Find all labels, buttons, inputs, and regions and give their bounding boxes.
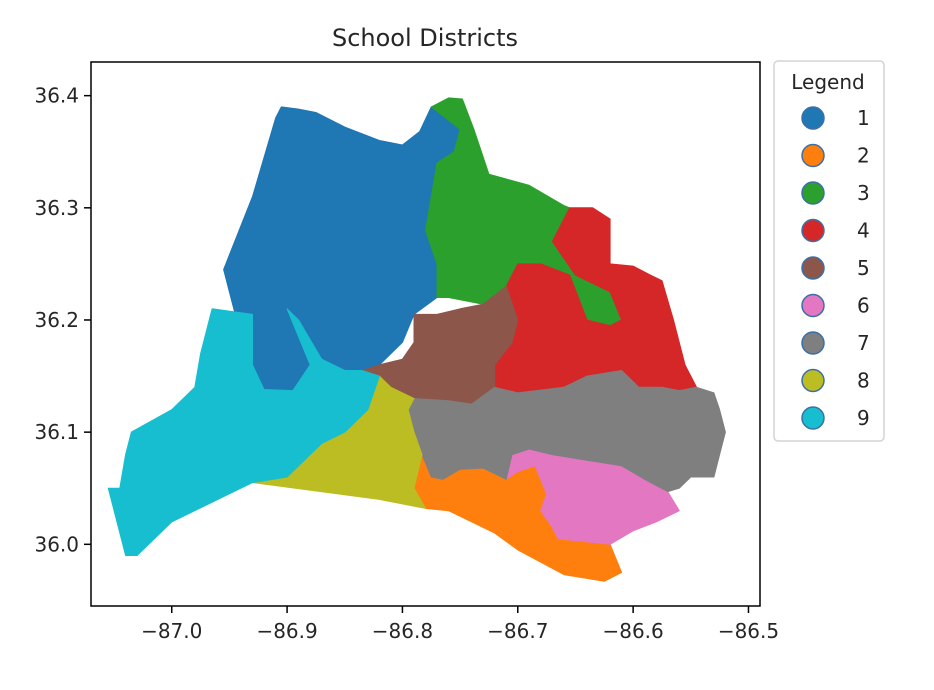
- y-tick-label: 36.0: [34, 532, 79, 556]
- legend-label: 7: [857, 331, 870, 355]
- legend-marker: [801, 331, 825, 355]
- x-tick-label: −86.8: [372, 619, 433, 643]
- x-tick-label: −86.5: [718, 619, 779, 643]
- legend: Legend 1 2 3 4 5 6 7 8 9: [773, 60, 885, 442]
- legend-marker: [801, 106, 825, 130]
- legend-entry: 4: [801, 218, 870, 243]
- districts-layer: [107, 97, 726, 582]
- legend-entry: 1: [801, 106, 870, 130]
- x-tick-label: −86.6: [602, 619, 663, 643]
- legend-label: 8: [857, 369, 870, 393]
- legend-marker: [801, 293, 825, 318]
- legend-title: Legend: [791, 70, 864, 94]
- chart-title: School Districts: [332, 24, 518, 52]
- legend-label: 6: [857, 294, 870, 318]
- legend-label: 1: [857, 106, 870, 130]
- legend-entry: 5: [801, 256, 870, 280]
- legend-entry: 8: [801, 368, 870, 393]
- legend-label: 5: [857, 256, 870, 280]
- legend-marker: [801, 368, 825, 393]
- legend-label: 4: [857, 219, 870, 243]
- x-tick-label: −87.0: [141, 619, 202, 643]
- y-tick-label: 36.4: [34, 84, 79, 108]
- y-tick-label: 36.2: [34, 308, 79, 332]
- legend-entry: 2: [801, 143, 870, 168]
- x-tick-label: −86.9: [256, 619, 317, 643]
- y-tick-label: 36.3: [34, 196, 79, 220]
- legend-label: 9: [857, 406, 870, 430]
- x-axis: −87.0 −86.9 −86.8 −86.7 −86.6 −86.5: [141, 606, 779, 643]
- y-axis: 36.0 36.1 36.2 36.3 36.4: [34, 84, 91, 556]
- legend-label: 2: [857, 144, 870, 168]
- district-7-area: [407, 370, 726, 493]
- legend-entry: 9: [801, 406, 870, 430]
- y-tick-label: 36.1: [34, 420, 79, 444]
- legend-label: 3: [857, 181, 870, 205]
- plot-frame: [90, 61, 761, 607]
- legend-entry: 6: [801, 293, 870, 318]
- legend-marker: [801, 256, 825, 280]
- district-9-area: [107, 308, 380, 556]
- legend-entry: 7: [801, 331, 870, 355]
- legend-marker: [801, 181, 825, 205]
- legend-entry: 3: [801, 181, 870, 205]
- legend-marker: [801, 406, 825, 430]
- legend-marker: [801, 218, 825, 243]
- x-tick-label: −86.7: [487, 619, 548, 643]
- legend-marker: [801, 143, 825, 168]
